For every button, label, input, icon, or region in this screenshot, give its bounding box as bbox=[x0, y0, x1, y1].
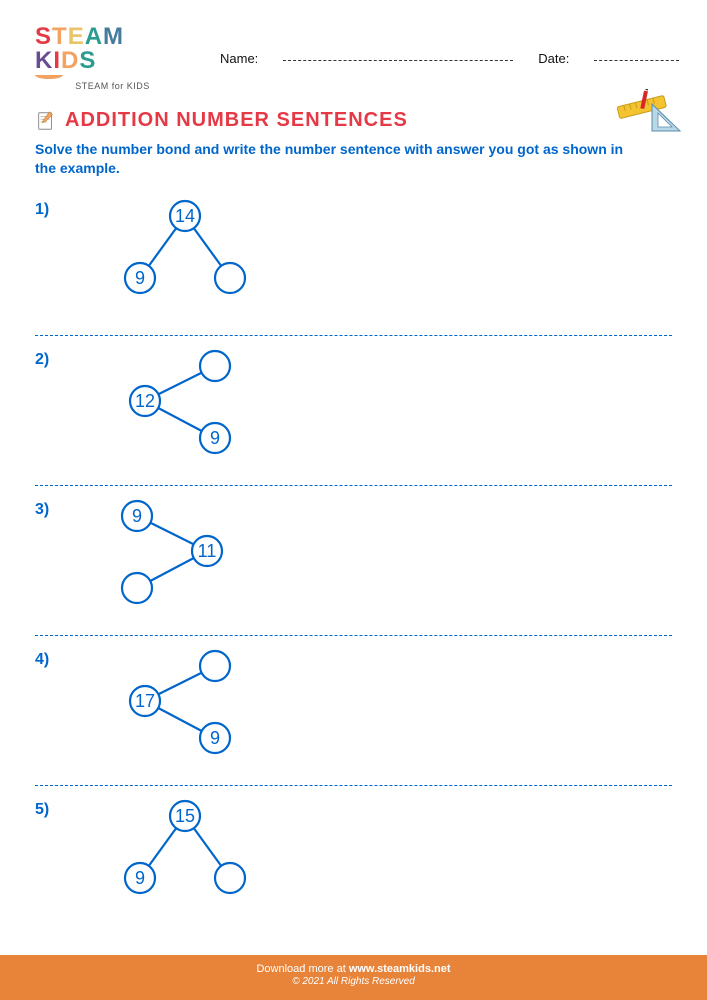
title-row: ADDITION NUMBER SENTENCES bbox=[35, 109, 672, 132]
problems-list: 1) 14 9 2) 12 9 3) 11 9 4) 17 9 5) 15 9 bbox=[35, 196, 672, 931]
number-bond: 14 9 bbox=[95, 196, 265, 316]
problem: 5) 15 9 bbox=[35, 796, 672, 931]
divider bbox=[35, 635, 672, 636]
logo: STEAM KIDS STEAM for KIDS bbox=[35, 25, 190, 91]
worksheet-page: STEAM KIDS STEAM for KIDS Name: Date: AD… bbox=[0, 0, 707, 1000]
bond-link bbox=[158, 372, 201, 394]
footer: Download more at www.steamkids.net © 202… bbox=[0, 955, 707, 1000]
bond-link bbox=[158, 672, 201, 694]
bond-value: 9 bbox=[210, 428, 220, 448]
divider bbox=[35, 485, 672, 486]
bond-link bbox=[149, 828, 176, 866]
bond-value: 9 bbox=[135, 268, 145, 288]
footer-scallop-icon bbox=[0, 949, 707, 961]
divider bbox=[35, 785, 672, 786]
divider bbox=[35, 335, 672, 336]
footer-download: Download more at www.steamkids.net bbox=[0, 963, 707, 975]
problem: 3) 11 9 bbox=[35, 496, 672, 631]
bond-link bbox=[194, 828, 221, 866]
problem-label: 1) bbox=[35, 201, 49, 219]
problem-label: 3) bbox=[35, 501, 49, 519]
instructions: Solve the number bond and write the numb… bbox=[35, 140, 625, 178]
number-bond: 11 9 bbox=[95, 496, 265, 616]
problem: 4) 17 9 bbox=[35, 646, 672, 781]
bond-value: 12 bbox=[135, 391, 155, 411]
name-label: Name: bbox=[220, 51, 258, 66]
footer-copyright: © 2021 All Rights Reserved bbox=[0, 976, 707, 987]
bond-value: 9 bbox=[132, 506, 142, 526]
page-title: ADDITION NUMBER SENTENCES bbox=[65, 109, 408, 132]
header: STEAM KIDS STEAM for KIDS Name: Date: bbox=[35, 25, 672, 91]
bond-link bbox=[158, 408, 201, 431]
date-input-line[interactable] bbox=[594, 60, 679, 61]
bond-value: 11 bbox=[198, 541, 217, 561]
bond-link bbox=[158, 708, 201, 731]
bond-link bbox=[194, 228, 221, 266]
logo-subtitle: STEAM for KIDS bbox=[35, 81, 190, 91]
date-label: Date: bbox=[538, 51, 569, 66]
bond-value: 9 bbox=[210, 728, 220, 748]
problem-label: 2) bbox=[35, 351, 49, 369]
bond-value: 14 bbox=[175, 206, 195, 226]
problem-label: 5) bbox=[35, 801, 49, 819]
number-bond: 12 9 bbox=[95, 346, 265, 466]
name-input-line[interactable] bbox=[283, 60, 513, 61]
bond-circle[interactable] bbox=[200, 651, 230, 681]
ruler-triangle-icon bbox=[612, 89, 682, 139]
name-date-fields: Name: Date: bbox=[220, 51, 679, 66]
number-bond: 17 9 bbox=[95, 646, 265, 766]
problem: 2) 12 9 bbox=[35, 346, 672, 481]
bond-circle[interactable] bbox=[215, 863, 245, 893]
notepad-icon bbox=[35, 110, 57, 132]
number-bond: 15 9 bbox=[95, 796, 265, 916]
bond-link bbox=[149, 228, 176, 266]
bond-value: 15 bbox=[175, 806, 195, 826]
problem-label: 4) bbox=[35, 651, 49, 669]
footer-site-link[interactable]: www.steamkids.net bbox=[349, 963, 451, 975]
footer-download-prefix: Download more at bbox=[256, 963, 348, 975]
bond-link bbox=[150, 558, 193, 581]
bond-circle[interactable] bbox=[200, 351, 230, 381]
bond-link bbox=[150, 522, 193, 544]
bond-circle[interactable] bbox=[122, 573, 152, 603]
logo-text: STEAM KIDS bbox=[35, 25, 190, 73]
bond-value: 17 bbox=[135, 691, 155, 711]
bond-value: 9 bbox=[135, 868, 145, 888]
problem: 1) 14 9 bbox=[35, 196, 672, 331]
bond-circle[interactable] bbox=[215, 263, 245, 293]
